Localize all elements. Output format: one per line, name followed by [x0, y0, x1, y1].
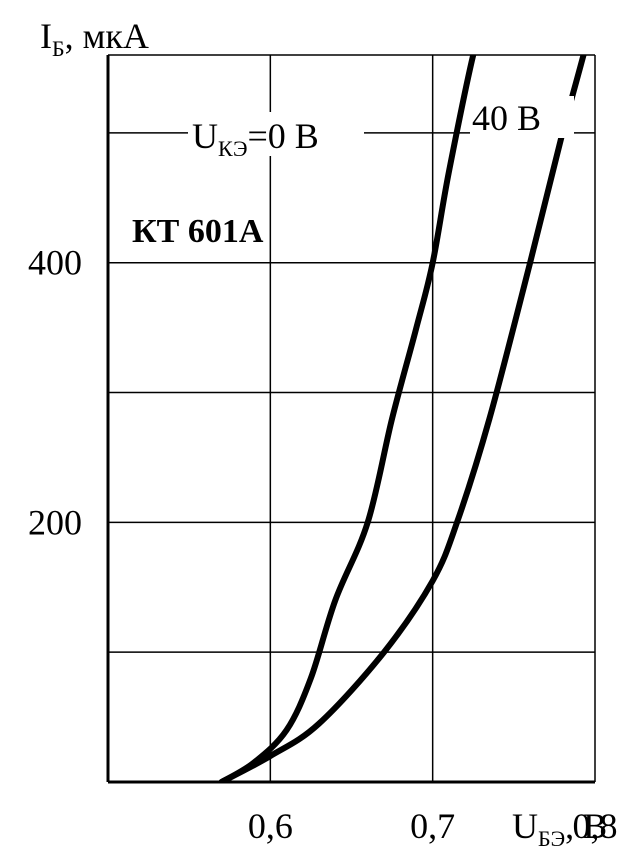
series-label-bg-1 [470, 96, 574, 138]
y-axis-label-sub: Б [52, 36, 65, 61]
x-axis-label-main: U [512, 806, 538, 846]
tick-labels: 0,6 0,7 0,8 200 400 [28, 243, 618, 846]
y-axis-label: IБ, мкА [40, 16, 149, 61]
x-tick-label-2: 0,8 [573, 806, 618, 846]
x-axis-label-sub: БЭ [538, 826, 565, 851]
y-tick-label-1: 400 [28, 243, 82, 283]
y-tick-label-0: 200 [28, 502, 82, 542]
series-line-0 [218, 55, 477, 782]
series-label-1: 40 В [472, 98, 541, 138]
series-label-0-suffix: =0 В [247, 116, 318, 156]
x-axis-label: UБЭ, В [512, 806, 607, 851]
y-axis-label-suffix: , мкА [65, 16, 149, 56]
x-tick-label-0: 0,6 [248, 806, 293, 846]
x-axis-label-suffix: , В [565, 806, 607, 846]
y-axis-label-main: I [40, 16, 52, 56]
series-label-0-sub: КЭ [218, 136, 247, 161]
grid [108, 55, 596, 782]
series-label-bg-0 [188, 112, 364, 156]
device-label: КТ 601А [132, 213, 264, 250]
plot-frame [106, 54, 595, 784]
series-label-0: UКЭ=0 В [192, 116, 319, 161]
x-tick-label-1: 0,7 [410, 806, 455, 846]
series-label-0-main: U [192, 116, 218, 156]
